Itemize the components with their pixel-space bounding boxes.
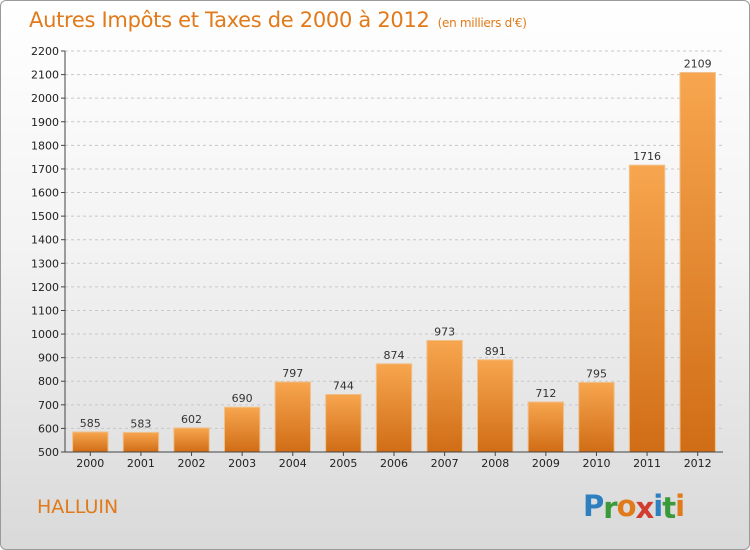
x-tick-label: 2003 bbox=[228, 457, 256, 470]
y-axis: 500 600 700 800 900 1000 1100 1200 1300 1400 1500 1… bbox=[31, 45, 66, 459]
logo-letter: t bbox=[662, 491, 676, 525]
y-tick-label: 1400 bbox=[31, 234, 59, 247]
y-tick-label: 2000 bbox=[31, 92, 59, 105]
proxiti-logo: Proxiti bbox=[583, 489, 685, 525]
x-tick-label: 2006 bbox=[380, 457, 408, 470]
y-tick-label: 500 bbox=[38, 446, 59, 459]
bar-value-label: 602 bbox=[181, 413, 202, 426]
city-name: HALLUIN bbox=[37, 496, 119, 518]
bar bbox=[679, 71, 716, 453]
bar-value-label: 690 bbox=[232, 392, 253, 405]
y-tick-label: 1200 bbox=[31, 281, 59, 294]
bar-value-label: 973 bbox=[434, 325, 455, 338]
x-tick-label: 2001 bbox=[127, 457, 155, 470]
bar bbox=[426, 339, 463, 453]
y-tick-label: 600 bbox=[38, 422, 59, 435]
y-tick-label: 1800 bbox=[31, 139, 59, 152]
bar-value-label: 797 bbox=[282, 367, 303, 380]
x-tick-label: 2012 bbox=[684, 457, 712, 470]
y-tick-label: 2200 bbox=[31, 45, 59, 58]
bar-value-label: 1716 bbox=[633, 150, 661, 163]
bar-value-label: 874 bbox=[384, 349, 405, 362]
x-tick-label: 2000 bbox=[76, 457, 104, 470]
logo-letter: P bbox=[583, 489, 604, 523]
x-axis: 2000 2001 2002 2003 2004 2005 2006 2007 2008 2009… bbox=[65, 451, 723, 470]
bar-value-label: 2109 bbox=[684, 57, 712, 70]
logo-letter: x bbox=[635, 491, 655, 525]
y-tick-label: 2100 bbox=[31, 69, 59, 82]
bar bbox=[375, 363, 413, 453]
bar bbox=[122, 431, 160, 453]
bar bbox=[274, 381, 311, 453]
y-tick-label: 700 bbox=[38, 399, 59, 412]
bar-value-label: 583 bbox=[130, 417, 151, 430]
bar bbox=[223, 406, 261, 453]
y-tick-label: 800 bbox=[38, 375, 59, 388]
bar bbox=[578, 381, 615, 453]
logo-letter: r bbox=[603, 491, 617, 525]
y-tick-label: 1900 bbox=[31, 116, 59, 129]
y-tick-label: 1700 bbox=[31, 163, 59, 176]
x-tick-label: 2002 bbox=[178, 457, 206, 470]
bar-value-label: 795 bbox=[586, 367, 607, 380]
x-tick-label: 2010 bbox=[582, 457, 610, 470]
unit-label: (en milliers d'€) bbox=[437, 16, 527, 30]
chart-title-text: Autres Impôts et Taxes de 2000 à 2012 bbox=[29, 8, 430, 32]
y-tick-label: 1600 bbox=[31, 187, 59, 200]
y-tick-label: 1300 bbox=[31, 257, 59, 270]
bar bbox=[628, 164, 666, 453]
bars: 585 583 602 690 797 744 874 973 891 712 795 1716 210… bbox=[72, 57, 716, 453]
x-tick-label: 2009 bbox=[532, 457, 560, 470]
bar bbox=[477, 359, 514, 453]
x-tick-label: 2004 bbox=[279, 457, 307, 470]
logo-letter: o bbox=[616, 489, 637, 523]
x-tick-label: 2008 bbox=[481, 457, 509, 470]
bar bbox=[173, 427, 210, 453]
bar-value-label: 712 bbox=[535, 387, 556, 400]
y-tick-label: 1100 bbox=[31, 304, 59, 317]
bar-value-label: 585 bbox=[80, 417, 101, 430]
y-tick-label: 900 bbox=[38, 352, 59, 365]
logo-letter: i bbox=[675, 489, 685, 523]
chart-title: Autres Impôts et Taxes de 2000 à 2012 (en… bbox=[29, 8, 527, 32]
bar bbox=[325, 393, 362, 453]
bar bbox=[72, 431, 109, 453]
y-tick-label: 1500 bbox=[31, 210, 59, 223]
bar-value-label: 891 bbox=[485, 345, 506, 358]
y-tick-label: 1000 bbox=[31, 328, 59, 341]
logo-letter: i bbox=[653, 489, 663, 523]
x-tick-label: 2007 bbox=[431, 457, 459, 470]
x-tick-label: 2005 bbox=[329, 457, 357, 470]
bar bbox=[527, 401, 565, 453]
bar-value-label: 744 bbox=[333, 379, 354, 392]
x-tick-label: 2011 bbox=[633, 457, 661, 470]
